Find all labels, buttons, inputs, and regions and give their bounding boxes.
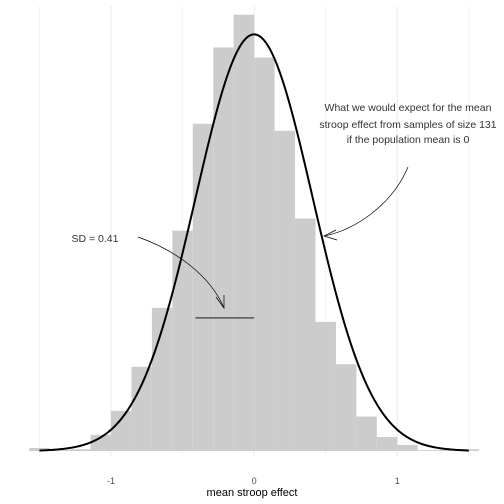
histogram-bar [49,450,71,451]
histogram-bar [315,321,336,451]
histogram-bar [70,449,91,451]
x-tick-label: -1 [107,476,115,486]
annotation-expectation-line-1: What we would expect for the mean [325,102,492,114]
histogram-bar [172,230,193,451]
histogram-bar [213,47,234,452]
histogram-bar [233,14,255,451]
histogram-bar [29,447,50,451]
x-axis-ticks: -1 0 1 [107,476,400,486]
x-tick-label: 1 [395,476,400,486]
histogram-bar [111,410,132,451]
histogram-bar [417,450,439,451]
expectation-arrow [323,166,409,237]
normal-curve [39,33,469,452]
histogram-bar [90,434,112,451]
histogram-bar [274,130,296,451]
histogram-bar [254,57,275,451]
histogram-bar [376,437,398,451]
x-tick-label: 0 [252,476,257,486]
annotation-sd: SD = 0.41 [72,233,119,245]
x-axis-title: mean stroop effect [207,487,298,499]
sd-arrowhead [215,295,225,310]
histogram-bar [295,218,316,451]
expectation-arrowhead [323,229,338,241]
annotation-arrows [137,166,409,310]
annotation-expectation-line-3: if the population mean is 0 [347,134,470,146]
histogram-bar [192,123,214,451]
annotation-expectation-line-2: stroop effect from samples of size 131 [319,119,496,131]
histogram-bar [131,366,152,451]
histogram-bar [356,416,377,451]
histogram-bar [335,364,357,451]
histogram-bar [438,450,459,451]
sd-arrow [137,236,225,309]
histogram-bar [397,444,418,451]
